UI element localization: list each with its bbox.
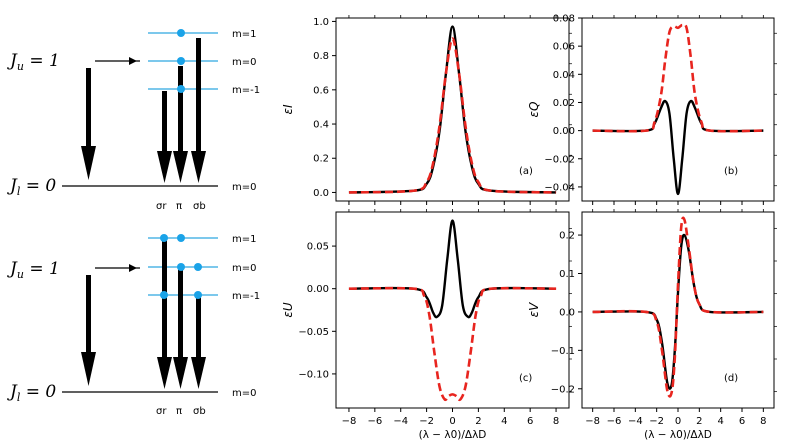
lower-sublevel-label: m=0 (232, 182, 256, 193)
transition-label: σr (156, 201, 167, 212)
y-axis-label: εI (281, 104, 295, 114)
y-tick-label: 0.2 (313, 154, 329, 165)
population-dot (177, 29, 185, 37)
sigma-b-arrow (191, 38, 206, 183)
y-tick-label: −0.1 (551, 346, 575, 357)
upper-level-label: Ju = 1 (7, 51, 60, 73)
lower-level-label: Jl = 0 (7, 382, 56, 404)
x-axis-label: (λ − λ0)/ΔλD (419, 429, 487, 441)
series-dashed-line (348, 286, 557, 402)
panel-label: (d) (724, 373, 738, 384)
population-dot (160, 291, 168, 299)
y-tick-label: −0.05 (298, 327, 329, 338)
y-tick-label: 0.06 (553, 42, 575, 53)
x-tick-label: 8 (553, 416, 559, 427)
transition-label: π (176, 201, 182, 212)
sublevel-label: m=0 (232, 57, 256, 68)
x-tick-label: −4 (393, 416, 408, 427)
chart-panel-c: −8 −6 −4 −2 0 2 4 6 8 −0.10 −0.05 0.00 0.05 εU (c) (λ −… (281, 209, 572, 441)
x-tick-label: −6 (607, 416, 622, 427)
population-dot (177, 85, 185, 93)
y-tick-label: 1.0 (313, 17, 329, 28)
sublevel-label: m=0 (232, 263, 256, 274)
population-dot (194, 291, 202, 299)
y-tick-label: 0.2 (559, 231, 575, 242)
level-diagram-top: Ju = 1 m=1 m=0 m=-1 Jl = 0 m=0 (7, 29, 260, 212)
y-tick-label: 0.0 (559, 307, 575, 318)
panel-label: (b) (724, 166, 738, 177)
big-arrow (81, 275, 96, 386)
x-axis-label: (λ − λ0)/ΔλD (644, 429, 712, 441)
x-tick-label: 2 (696, 416, 702, 427)
series-solid-line (592, 99, 764, 196)
chart-panel-d: −8 −6 −4 −2 0 2 4 6 8 −0.2 −0.1 0.0 0.1 0.2 εV (d) (λ − … (527, 209, 777, 441)
x-tick-label: 4 (501, 416, 507, 427)
y-tick-label: 0.04 (553, 70, 575, 81)
population-dot (194, 263, 202, 271)
series-dashed-line (592, 216, 764, 398)
sigma-r-arrow (157, 91, 172, 183)
sublevel-label: m=-1 (232, 291, 260, 302)
sublevel-label: m=-1 (232, 85, 260, 96)
x-tick-label: −4 (628, 416, 643, 427)
x-tick-label: 8 (760, 416, 766, 427)
x-tick-label: −8 (585, 416, 600, 427)
chart-panel-b: −0.04 −0.02 0.00 0.02 0.04 0.06 0.08 εQ (b) (527, 14, 777, 205)
y-tick-label: 0.4 (313, 120, 329, 131)
sublevel-label: m=1 (232, 234, 256, 245)
y-tick-label: 0.1 (559, 269, 575, 280)
pi-arrow (173, 66, 188, 183)
transition-label: π (176, 406, 182, 417)
x-tick-label: −6 (367, 416, 382, 427)
y-tick-label: 0.08 (553, 14, 575, 25)
big-arrow (81, 68, 96, 180)
transition-label: σr (156, 406, 167, 417)
sublevel-label: m=1 (232, 29, 256, 40)
y-tick-label: 0.02 (553, 98, 575, 109)
series-dashed-line (348, 37, 557, 194)
x-tick-label: 2 (475, 416, 481, 427)
x-tick-label: −8 (342, 416, 357, 427)
y-tick-label: 0.8 (313, 51, 329, 62)
y-tick-label: 0.00 (553, 126, 575, 137)
sigma-r-arrow (157, 240, 172, 389)
y-tick-label: 0.05 (307, 242, 329, 253)
chart-panel-a: 0.0 0.2 0.4 0.6 0.8 1.0 εI (a) (281, 15, 572, 205)
y-tick-label: 0.0 (313, 188, 329, 199)
y-tick-label: 0.00 (307, 284, 329, 295)
x-tick-label: 6 (739, 416, 745, 427)
population-dot (177, 57, 185, 65)
y-tick-label: −0.2 (551, 384, 575, 395)
y-tick-label: −0.02 (544, 154, 575, 165)
population-dot (177, 234, 185, 242)
lower-level-label: Jl = 0 (7, 176, 56, 198)
population-dot (160, 234, 168, 242)
series-dashed-line (592, 23, 764, 133)
x-tick-label: −2 (419, 416, 434, 427)
y-tick-label: −0.04 (544, 182, 575, 193)
upper-level-label: Ju = 1 (7, 259, 60, 281)
transition-label: σb (193, 201, 206, 212)
pi-arrow (173, 269, 188, 389)
plot-frame (581, 17, 775, 202)
panel-label: (a) (519, 166, 533, 177)
transition-label: σb (193, 406, 206, 417)
level-diagram-bottom: Ju = 1 m=1 m=0 m=-1 Jl = 0 m=0 (7, 234, 260, 417)
x-tick-label: 6 (527, 416, 533, 427)
population-dot (177, 263, 185, 271)
y-axis-label: εV (527, 302, 541, 317)
x-tick-label: −2 (649, 416, 664, 427)
x-tick-label: 4 (717, 416, 723, 427)
y-tick-label: 0.6 (313, 85, 329, 96)
y-axis-label: εU (281, 302, 295, 317)
series-solid-line (348, 219, 557, 319)
y-axis-label: εQ (527, 102, 541, 118)
y-tick-label: −0.10 (298, 369, 329, 380)
x-tick-label: 0 (449, 416, 455, 427)
sigma-b-arrow (191, 297, 206, 389)
lower-sublevel-label: m=0 (232, 388, 256, 399)
panel-label: (c) (519, 373, 532, 384)
x-tick-label: 0 (675, 416, 681, 427)
